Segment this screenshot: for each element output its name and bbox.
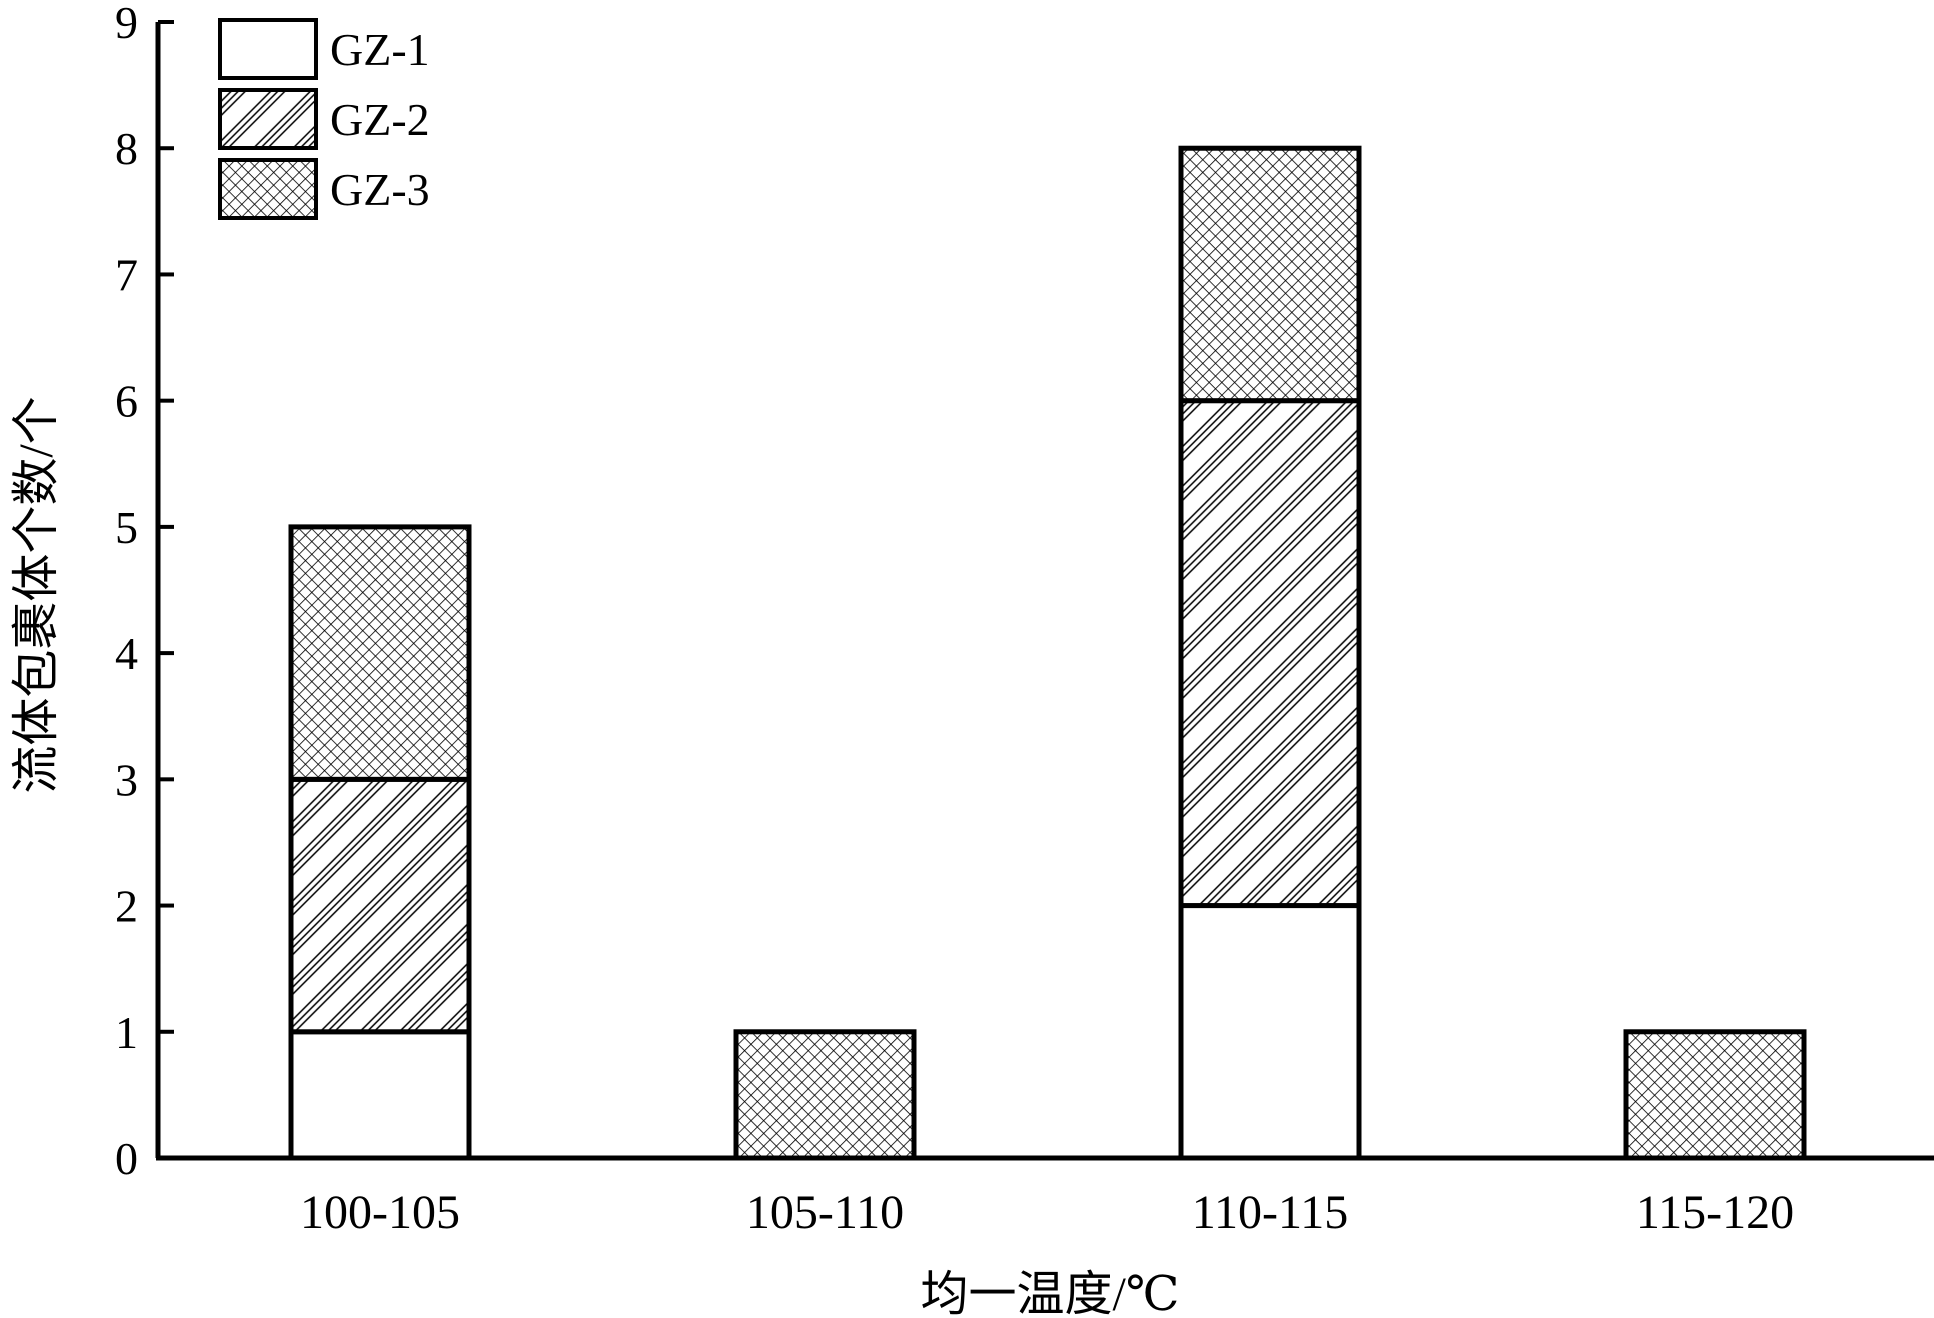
x-tick-label: 105-110: [746, 1186, 904, 1239]
legend: GZ-1 GZ-2 GZ-3: [218, 18, 430, 220]
y-tick-label: 0: [115, 1133, 138, 1184]
y-tick-label: 4: [115, 628, 138, 679]
y-tick-label: 6: [115, 376, 138, 427]
axes: 0 1 2 3 4 5 6 7 8 9 100-105 105-110 110-115 115-120: [115, 0, 1934, 1239]
bar-segment-gz-3: [288, 524, 472, 782]
legend-swatch-gz-2: [218, 88, 318, 150]
x-tick-label: 115-120: [1636, 1186, 1794, 1239]
bar-segment-gz-3: [733, 1029, 917, 1161]
x-axis-label: 均一温度/℃: [920, 1268, 1179, 1318]
legend-swatch-gz-1: [218, 18, 318, 80]
legend-label-gz-3: GZ-3: [330, 164, 430, 215]
x-tick-label: 100-105: [300, 1186, 460, 1239]
x-tick-label: 110-115: [1192, 1186, 1348, 1239]
legend-label-gz-2: GZ-2: [330, 94, 430, 145]
y-tick-label: 5: [115, 502, 138, 553]
bars: [288, 145, 1807, 1161]
y-tick-label: 1: [115, 1007, 138, 1058]
bar-segment-gz-2: [1178, 398, 1362, 909]
legend-label-gz-1: GZ-1: [330, 24, 430, 75]
bar-segment-gz-3: [1178, 145, 1362, 404]
y-tick-label: 9: [115, 0, 138, 48]
y-tick-label: 2: [115, 881, 138, 932]
y-axis-label: 流体包裹体个数/个: [10, 396, 63, 793]
bar-segment-gz-1: [1178, 903, 1362, 1161]
legend-swatch-gz-3: [218, 158, 318, 220]
bar-segment-gz-2: [288, 776, 472, 1035]
bar-segment-gz-1: [288, 1029, 472, 1161]
bar-segment-gz-3: [1623, 1029, 1807, 1161]
y-tick-label: 7: [115, 249, 138, 300]
y-tick-label: 8: [115, 123, 138, 174]
y-tick-label: 3: [115, 754, 138, 805]
